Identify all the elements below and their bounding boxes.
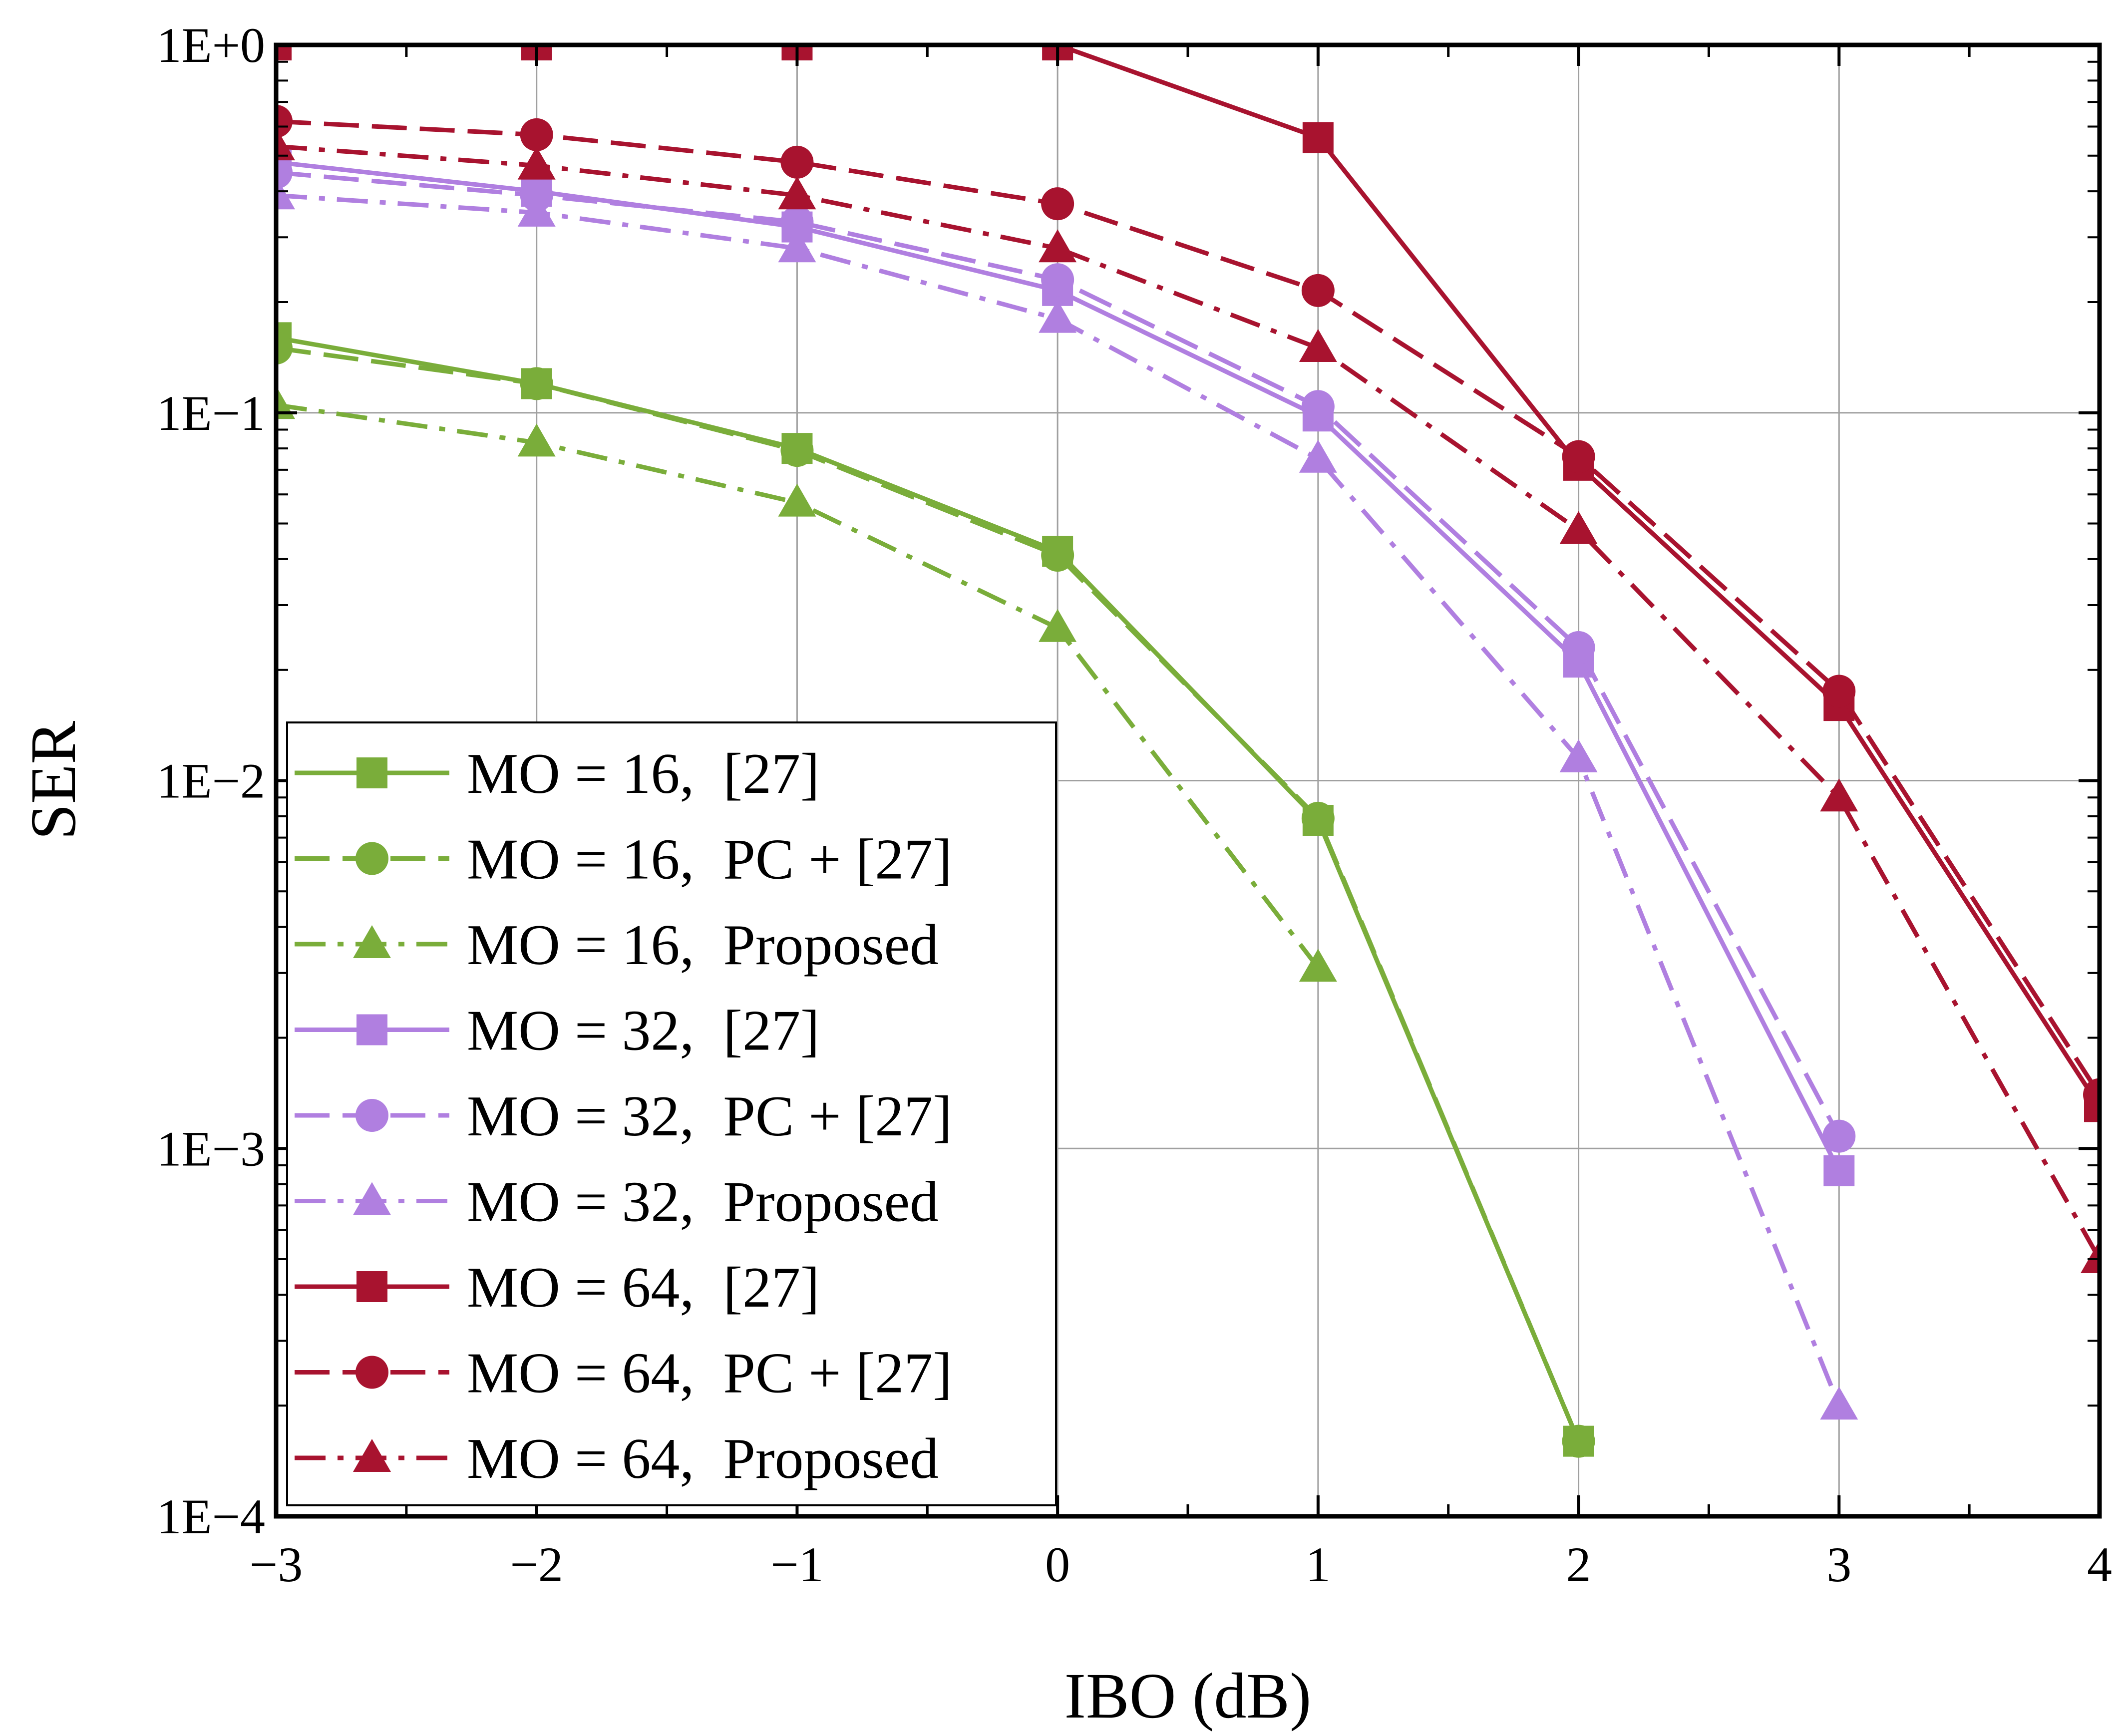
data-point-circle <box>276 156 293 189</box>
series-8 <box>276 104 2100 1111</box>
series-line-2 <box>276 346 1581 1442</box>
legend-label: MO = 16, PC + [27] <box>467 828 952 892</box>
data-point-triangle <box>276 127 295 161</box>
legend-marker-circle <box>355 842 388 875</box>
data-point-circle <box>276 104 293 138</box>
legend-entry: MO = 16, [27] <box>295 742 820 806</box>
data-point-circle <box>2083 1078 2100 1111</box>
legend-marker-circle <box>355 1356 388 1389</box>
data-point-triangle <box>1559 511 1598 544</box>
axes: −3 −2 −1 0 1 2 3 4 1E−4 1E−3 1E−2 1E−1 1E+0 <box>157 17 2112 1592</box>
legend-entry: MO = 16, Proposed <box>295 913 939 977</box>
data-point-triangle <box>517 193 556 227</box>
legend-marker-square <box>356 1271 387 1302</box>
data-point-circle <box>520 118 553 151</box>
legend-entry: MO = 64, [27] <box>295 1256 820 1320</box>
series-3 <box>276 386 1337 982</box>
data-point-circle <box>1822 675 1856 708</box>
y-tick-label: 1E+0 <box>157 17 265 73</box>
data-point-circle <box>520 367 553 400</box>
x-tick-label: −3 <box>250 1537 303 1592</box>
data-point-circle <box>1562 1424 1595 1458</box>
data-point-circle <box>1041 187 1074 221</box>
legend-label: MO = 64, Proposed <box>467 1427 939 1491</box>
data-point-circle <box>1041 539 1074 572</box>
y-tick-label: 1E−2 <box>157 753 265 809</box>
data-point-triangle <box>276 176 295 210</box>
data-point-circle <box>276 332 293 365</box>
data-point-circle <box>1301 801 1335 835</box>
legend: MO = 16, [27] MO = 16, PC + [27] MO = 16, … <box>286 721 1057 1506</box>
data-point-triangle <box>2081 1240 2100 1274</box>
x-tick-label: 0 <box>1045 1537 1070 1592</box>
legend-marker-triangle <box>353 925 391 958</box>
data-point-square <box>1302 122 1334 153</box>
data-point-circle <box>1301 390 1335 423</box>
data-point-circle <box>780 205 814 239</box>
x-tick-label: −1 <box>770 1537 823 1592</box>
legend-marker-square <box>356 757 387 788</box>
data-point-circle <box>780 434 814 467</box>
data-point-circle <box>1562 631 1595 664</box>
data-point-triangle <box>517 423 556 457</box>
data-point-triangle <box>778 483 816 517</box>
data-point-circle <box>1822 1119 1856 1153</box>
data-point-triangle <box>1039 609 1077 642</box>
legend-entry: MO = 32, PC + [27] <box>295 1084 952 1148</box>
data-point-triangle <box>276 386 295 419</box>
legend-marker-square <box>356 1014 387 1045</box>
data-point-triangle <box>778 229 816 263</box>
x-tick-label: 3 <box>1826 1537 1851 1592</box>
legend-label: MO = 32, [27] <box>467 999 820 1063</box>
legend-entry: MO = 64, PC + [27] <box>295 1342 952 1405</box>
legend-label: MO = 16, [27] <box>467 742 820 806</box>
data-point-triangle <box>1299 949 1337 982</box>
legend-entry: MO = 32, [27] <box>295 999 820 1063</box>
y-tick-label: 1E−1 <box>157 385 265 441</box>
data-point-triangle <box>1559 739 1598 772</box>
x-tick-label: −2 <box>510 1537 563 1592</box>
data-point-square <box>1823 1155 1855 1186</box>
legend-entry: MO = 16, PC + [27] <box>295 828 952 892</box>
x-tick-label: 4 <box>2087 1537 2112 1592</box>
legend-marker-circle <box>355 1099 388 1132</box>
legend-label: MO = 32, PC + [27] <box>467 1084 952 1148</box>
series-9 <box>276 127 2100 1274</box>
legend-entry: MO = 64, Proposed <box>295 1427 939 1491</box>
y-tick-label: 1E−4 <box>157 1489 265 1544</box>
legend-marker-triangle <box>353 1182 391 1215</box>
series-6 <box>276 176 1858 1420</box>
legend-marker-triangle <box>353 1439 391 1472</box>
data-point-square <box>276 45 292 60</box>
series-layer <box>276 45 2100 1458</box>
data-point-circle <box>1041 263 1074 297</box>
data-point-triangle <box>1820 778 1858 812</box>
series-line-8 <box>276 119 2100 1096</box>
legend-label: MO = 64, PC + [27] <box>467 1342 952 1405</box>
legend-label: MO = 16, Proposed <box>467 913 939 977</box>
legend-label: MO = 32, Proposed <box>467 1170 939 1234</box>
y-tick-label: 1E−3 <box>157 1121 265 1176</box>
data-point-triangle <box>1039 229 1077 263</box>
legend-label: MO = 64, [27] <box>467 1256 820 1320</box>
x-tick-label: 1 <box>1306 1537 1331 1592</box>
x-tick-label: 2 <box>1566 1537 1591 1592</box>
data-point-triangle <box>1299 329 1337 362</box>
data-point-triangle <box>517 146 556 180</box>
y-axis-title: SER <box>17 721 89 840</box>
data-point-triangle <box>1299 439 1337 473</box>
legend-entry: MO = 32, Proposed <box>295 1170 939 1234</box>
data-point-triangle <box>778 176 816 210</box>
data-point-triangle <box>1039 300 1077 333</box>
data-point-circle <box>780 145 814 179</box>
series-line-9 <box>276 144 2100 1261</box>
x-axis-title: IBO (dB) <box>1064 1660 1312 1732</box>
series-2 <box>276 332 1595 1458</box>
data-point-circle <box>1562 440 1595 473</box>
series-line-7 <box>276 45 2100 1108</box>
data-point-triangle <box>1820 1387 1858 1420</box>
data-point-circle <box>1301 274 1335 307</box>
